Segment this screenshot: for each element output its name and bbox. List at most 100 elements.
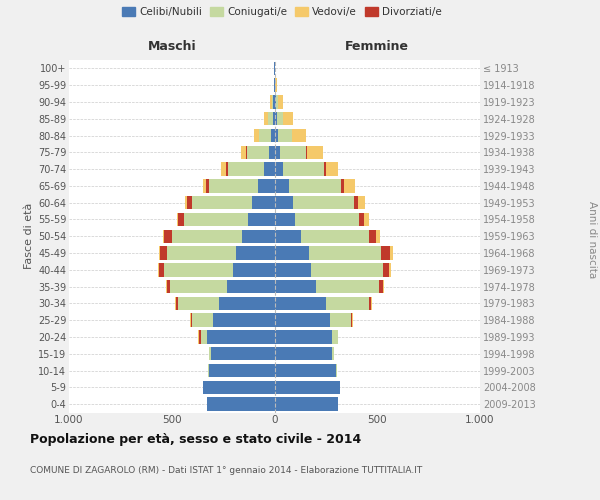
Bar <box>193 196 252 209</box>
Bar <box>353 196 358 209</box>
Bar <box>341 179 344 192</box>
Bar <box>206 398 275 411</box>
Bar <box>275 196 293 209</box>
Bar <box>277 112 283 126</box>
Bar <box>383 280 385 293</box>
Bar <box>252 196 275 209</box>
Bar <box>209 179 258 192</box>
Bar <box>178 296 219 310</box>
Bar <box>369 230 376 243</box>
Text: Femmine: Femmine <box>345 40 409 54</box>
Text: Anni di nascita: Anni di nascita <box>587 202 597 278</box>
Bar <box>275 78 277 92</box>
Text: Popolazione per età, sesso e stato civile - 2014: Popolazione per età, sesso e stato civil… <box>30 432 361 446</box>
Bar <box>275 179 289 192</box>
Bar <box>254 129 259 142</box>
Legend: Celibi/Nubili, Coniugati/e, Vedovi/e, Divorziati/e: Celibi/Nubili, Coniugati/e, Vedovi/e, Di… <box>121 5 443 20</box>
Bar <box>203 179 206 192</box>
Bar <box>271 95 272 108</box>
Bar <box>324 162 326 176</box>
Bar <box>184 213 248 226</box>
Bar <box>269 146 275 159</box>
Bar <box>172 230 242 243</box>
Bar <box>295 213 359 226</box>
Bar <box>160 263 164 276</box>
Bar <box>160 246 167 260</box>
Bar <box>167 246 236 260</box>
Bar <box>192 314 213 327</box>
Bar <box>208 364 209 377</box>
Bar <box>371 296 372 310</box>
Bar <box>283 162 324 176</box>
Bar <box>369 296 371 310</box>
Bar <box>158 263 160 276</box>
Bar <box>278 95 283 108</box>
Bar <box>226 162 228 176</box>
Bar <box>200 330 206 344</box>
Bar <box>344 179 355 192</box>
Bar <box>316 280 379 293</box>
Bar <box>247 146 269 159</box>
Bar <box>272 95 274 108</box>
Bar <box>293 196 353 209</box>
Bar <box>275 230 301 243</box>
Bar <box>389 263 391 276</box>
Bar <box>209 364 275 377</box>
Bar <box>236 246 275 260</box>
Bar <box>271 129 275 142</box>
Bar <box>330 314 350 327</box>
Bar <box>364 213 369 226</box>
Bar <box>228 162 264 176</box>
Bar <box>382 246 389 260</box>
Bar <box>292 129 307 142</box>
Bar <box>177 213 178 226</box>
Bar <box>283 112 293 126</box>
Text: Maschi: Maschi <box>148 40 196 54</box>
Bar <box>233 263 275 276</box>
Bar <box>289 179 341 192</box>
Bar <box>358 196 365 209</box>
Bar <box>332 330 338 344</box>
Bar <box>383 263 389 276</box>
Bar <box>275 296 326 310</box>
Bar <box>241 146 246 159</box>
Bar <box>167 280 170 293</box>
Bar <box>275 380 340 394</box>
Bar <box>376 230 380 243</box>
Bar <box>164 263 233 276</box>
Bar <box>268 112 273 126</box>
Bar <box>336 364 337 377</box>
Bar <box>259 129 271 142</box>
Bar <box>280 146 307 159</box>
Bar <box>213 314 275 327</box>
Bar <box>170 280 227 293</box>
Bar <box>258 179 275 192</box>
Bar <box>211 347 275 360</box>
Bar <box>275 347 332 360</box>
Bar <box>275 246 310 260</box>
Bar <box>209 347 211 360</box>
Bar <box>175 296 176 310</box>
Bar <box>301 230 369 243</box>
Bar <box>219 296 275 310</box>
Bar <box>273 112 275 126</box>
Text: COMUNE DI ZAGAROLO (RM) - Dati ISTAT 1° gennaio 2014 - Elaborazione TUTTITALIA.I: COMUNE DI ZAGAROLO (RM) - Dati ISTAT 1° … <box>30 466 422 475</box>
Bar <box>332 347 334 360</box>
Bar <box>275 263 311 276</box>
Bar <box>326 162 338 176</box>
Bar <box>274 95 275 108</box>
Bar <box>326 296 369 310</box>
Bar <box>227 280 275 293</box>
Bar <box>275 364 336 377</box>
Bar <box>263 112 268 126</box>
Bar <box>164 230 172 243</box>
Bar <box>275 213 295 226</box>
Bar <box>379 280 383 293</box>
Bar <box>203 380 275 394</box>
Bar <box>163 230 164 243</box>
Bar <box>275 112 277 126</box>
Bar <box>275 146 280 159</box>
Bar <box>275 280 316 293</box>
Bar <box>166 280 167 293</box>
Bar <box>350 314 352 327</box>
